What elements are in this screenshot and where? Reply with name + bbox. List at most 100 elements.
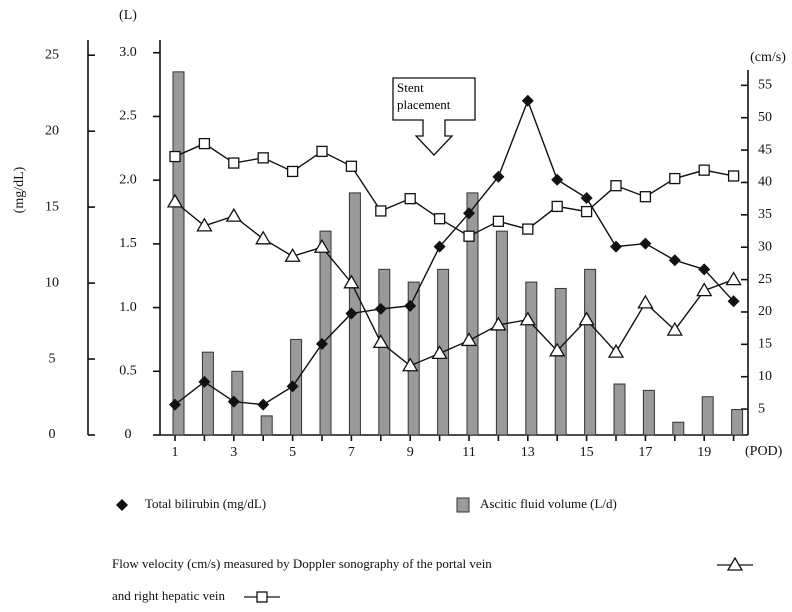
y3-axis-label: (L)	[119, 8, 137, 23]
point	[580, 205, 593, 218]
y2ticks-label: 25	[758, 272, 772, 287]
y2ticks-label: 5	[758, 401, 765, 416]
point	[345, 160, 358, 172]
y2ticks-label: 35	[758, 207, 772, 222]
legend-swatch	[456, 497, 470, 513]
legend-marker	[116, 499, 128, 511]
bar	[525, 281, 538, 436]
point	[316, 337, 328, 350]
point	[198, 137, 211, 150]
x-tick-label: 15	[580, 445, 594, 460]
point	[345, 307, 358, 320]
yticks-label: 0	[49, 427, 56, 442]
point	[580, 192, 593, 204]
point	[227, 395, 240, 408]
point	[284, 247, 301, 262]
point	[490, 316, 507, 331]
point	[433, 213, 446, 225]
point	[375, 205, 387, 217]
y2ticks-label: 50	[758, 110, 772, 125]
bar	[672, 421, 685, 436]
y3ticks-label: 0.5	[119, 364, 137, 379]
point	[198, 375, 211, 388]
y3ticks-label: 1.0	[119, 300, 137, 315]
y2ticks-label: 10	[758, 369, 772, 384]
point	[578, 311, 595, 326]
point	[402, 357, 419, 372]
y2ticks-label: 55	[758, 78, 772, 93]
point	[698, 263, 711, 276]
line	[174, 201, 734, 367]
legend-label: and right hepatic vein	[112, 588, 225, 603]
line	[174, 98, 735, 406]
bar	[613, 383, 626, 436]
point	[725, 271, 742, 286]
point	[727, 170, 740, 182]
point	[228, 157, 240, 169]
point	[286, 380, 299, 393]
bar	[378, 268, 391, 436]
point	[637, 294, 654, 309]
x-tick-label: 19	[697, 445, 711, 460]
x-axis-label: (POD)	[745, 444, 783, 459]
legend-label: Flow velocity (cm/s) measured by Doppler…	[112, 556, 492, 571]
point	[522, 223, 534, 235]
point	[404, 192, 416, 205]
point	[169, 150, 181, 163]
x-tick-label: 17	[638, 445, 652, 460]
point	[169, 398, 181, 411]
point	[639, 191, 652, 203]
point	[404, 299, 417, 312]
point	[521, 94, 534, 107]
yticks-label: 5	[49, 351, 56, 366]
point	[255, 230, 272, 245]
legend-label: Total bilirubin (mg/dL)	[145, 496, 266, 511]
point	[551, 173, 564, 186]
point	[460, 332, 478, 347]
point	[463, 207, 475, 220]
legend-marker	[256, 591, 268, 603]
point	[607, 343, 625, 358]
y3ticks-label: 1.5	[119, 236, 137, 251]
point	[696, 282, 713, 297]
x-tick-label: 9	[407, 445, 414, 460]
point	[374, 302, 387, 315]
legend-label: Ascitic fluid volume (L/d)	[480, 496, 617, 511]
point	[492, 215, 505, 227]
bar	[260, 415, 273, 436]
point	[610, 240, 622, 253]
bar	[584, 268, 597, 436]
y3ticks-label: 2.5	[119, 109, 137, 124]
y2-axis-label: (cm/s)	[750, 50, 786, 65]
point	[549, 342, 566, 357]
yticks-label: 15	[45, 199, 59, 214]
bar	[201, 351, 214, 436]
x-tick-label: 13	[521, 445, 535, 460]
y2ticks-label: 15	[758, 337, 772, 352]
bar	[407, 281, 420, 436]
yticks-label: 20	[45, 123, 59, 138]
bar	[554, 287, 567, 436]
bar	[172, 71, 185, 436]
point	[639, 237, 652, 250]
point	[431, 345, 448, 360]
x-tick-label: 1	[172, 445, 179, 460]
y3ticks-label: 3.0	[119, 45, 137, 60]
x-tick-label: 7	[348, 445, 355, 460]
annotation-box: Stent placement	[397, 80, 451, 112]
point	[257, 398, 270, 411]
bar	[642, 389, 655, 436]
annotation-text: Stent placement	[397, 80, 451, 112]
y2ticks-label: 20	[758, 304, 772, 319]
point	[313, 238, 331, 253]
point	[225, 207, 242, 222]
bar	[466, 192, 479, 436]
point	[257, 152, 269, 164]
point	[610, 180, 622, 192]
point	[668, 254, 681, 267]
point	[286, 165, 299, 178]
point	[551, 200, 563, 213]
point	[433, 240, 446, 253]
y3ticks-label: 0	[125, 427, 132, 442]
